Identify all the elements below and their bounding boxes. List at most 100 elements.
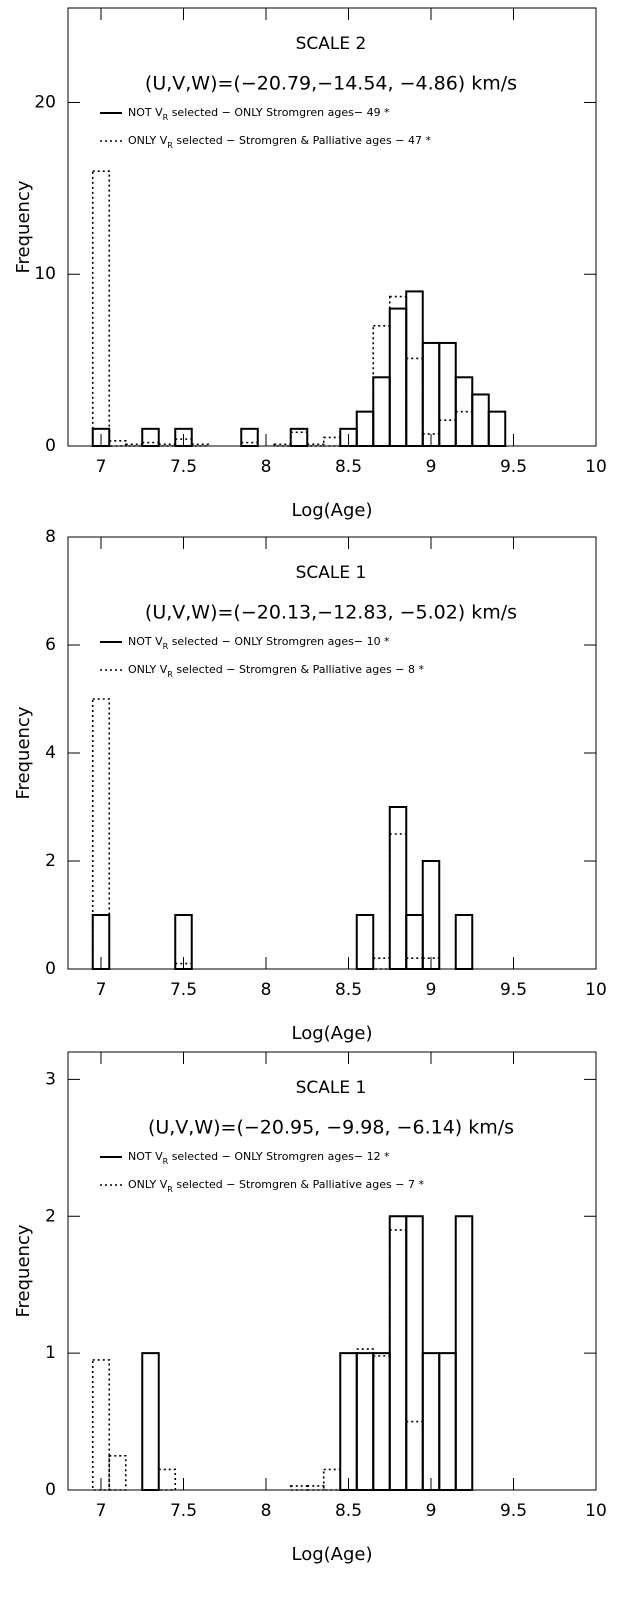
histogram-bar [190,443,210,447]
panel-subtitle: (U,V,W)=(−20.95, −9.98, −6.14) km/s [148,1117,514,1139]
x-tick-label: 7.5 [170,1501,197,1521]
legend-label: NOT VR selected − ONLY Stromgren ages− 1… [128,1150,390,1166]
histogram-bar [306,443,325,447]
histogram-bar [421,341,441,447]
x-tick-label: 8.5 [335,457,362,477]
histogram-bar [421,957,441,970]
histogram-bar [405,957,424,970]
histogram-bar [174,438,193,447]
histogram-bar [438,1352,457,1491]
histogram-bar [438,341,457,447]
legend-label: ONLY VR selected − Stromgren & Palliativ… [128,663,424,679]
histogram-bar [388,1215,408,1491]
x-tick-label: 7.5 [170,457,197,477]
histogram-bar [355,1352,375,1491]
histogram-bar [355,410,375,447]
y-axis-label: Frequency [13,706,34,799]
histogram-bar [108,440,127,447]
histogram-bar [454,410,474,447]
x-axis-label: Log(Age) [291,1023,372,1044]
histogram-bar [339,1352,358,1491]
histogram-bar [372,1352,391,1491]
legend-label: ONLY VR selected − Stromgren & Palliativ… [128,1178,424,1194]
y-tick-label: 10 [34,264,56,284]
histogram-bar [405,357,424,447]
histogram-bar [405,914,424,970]
y-tick-label: 2 [45,1206,56,1226]
histogram-bar [124,443,144,447]
x-tick-label: 8.5 [335,980,362,1000]
y-tick-label: 6 [45,635,56,655]
histogram-bar [289,427,309,447]
x-tick-label: 9 [426,457,437,477]
plot-frame [67,7,597,447]
y-tick-label: 3 [45,1069,56,1089]
histogram-bar [240,427,259,447]
histogram-bar [108,1454,127,1491]
y-tick-label: 20 [34,92,56,112]
histogram-bar [421,433,441,447]
histogram-bar [141,427,160,447]
histogram-bar [388,1229,408,1491]
y-axis-label: Frequency [13,1224,34,1317]
histogram-bar [454,1215,474,1491]
histogram-bar [322,436,342,447]
histogram-bar [174,962,193,970]
x-tick-label: 10 [585,980,607,1000]
x-tick-label: 9.5 [500,1501,527,1521]
histogram-bar [454,376,474,448]
histogram-bar [421,860,441,970]
histogram-bar [289,1485,309,1491]
x-tick-label: 8.5 [335,1501,362,1521]
histogram-bar [372,957,391,970]
x-tick-label: 8 [261,457,272,477]
histogram-bar [273,443,292,447]
histogram-bar [487,410,507,448]
histogram-bar [421,1352,441,1491]
y-tick-label: 4 [45,743,56,763]
histogram-bar [372,324,391,447]
histogram-bar [322,1468,342,1491]
panel-title: SCALE 1 [296,1078,367,1098]
histogram-bar [471,393,490,447]
histogram-bar [388,806,408,970]
legend-label: NOT VR selected − ONLY Stromgren ages− 1… [128,635,390,651]
histogram-bar [405,1420,424,1491]
x-tick-label: 9.5 [500,980,527,1000]
panel-subtitle: (U,V,W)=(−20.13,−12.83, −5.02) km/s [145,602,517,624]
x-tick-label: 8 [261,1501,272,1521]
legend-label: NOT VR selected − ONLY Stromgren ages− 4… [128,106,390,122]
y-tick-label: 0 [45,1480,56,1500]
histogram-bar [372,376,391,448]
x-tick-label: 7 [96,1501,107,1521]
histogram-bar [289,431,309,447]
histogram-bar [306,1485,325,1491]
histogram-bar [141,1352,160,1491]
x-tick-label: 9 [426,1501,437,1521]
histogram-bar [388,833,408,970]
x-axis-label: Log(Age) [291,1544,372,1565]
histogram-bar [454,914,474,970]
x-tick-label: 7 [96,980,107,1000]
histogram-bar [372,1355,391,1491]
x-tick-label: 10 [585,457,607,477]
panel-title: SCALE 2 [296,34,367,54]
x-axis-label: Log(Age) [291,500,372,521]
histogram-bar [405,290,424,448]
histogram-bar [388,307,408,447]
x-tick-label: 10 [585,1501,607,1521]
histogram-bar [405,1215,424,1491]
y-tick-label: 0 [45,436,56,456]
histogram-bar [91,1359,111,1491]
histogram-bar [157,443,177,447]
y-tick-label: 2 [45,851,56,871]
histogram-bar [355,410,375,448]
y-tick-label: 0 [45,959,56,979]
x-tick-label: 8 [261,980,272,1000]
x-tick-label: 9 [426,980,437,1000]
histogram-bar [438,419,457,447]
legend-label: ONLY VR selected − Stromgren & Palliativ… [128,134,431,150]
histogram-bar [388,295,408,447]
histogram-bar [91,170,111,447]
